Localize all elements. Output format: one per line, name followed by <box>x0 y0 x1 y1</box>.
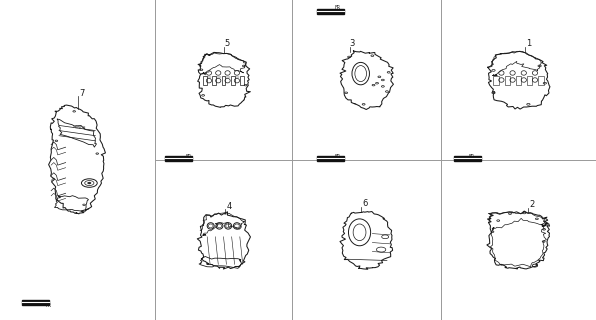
Bar <box>527 76 532 85</box>
Text: FR: FR <box>334 5 340 10</box>
Text: 7: 7 <box>79 89 85 98</box>
Text: FR: FR <box>334 154 340 159</box>
Bar <box>318 156 344 161</box>
Circle shape <box>381 86 384 87</box>
Text: HONDA: HONDA <box>72 125 86 130</box>
Bar <box>538 76 544 85</box>
Bar <box>203 76 207 85</box>
Text: FR: FR <box>45 303 51 308</box>
Bar <box>493 76 499 85</box>
Bar <box>455 156 482 161</box>
Circle shape <box>83 204 85 205</box>
Circle shape <box>372 84 375 86</box>
Circle shape <box>378 76 381 77</box>
Circle shape <box>381 79 384 81</box>
Bar <box>212 76 216 85</box>
Bar <box>505 76 510 85</box>
Circle shape <box>88 182 91 184</box>
Text: 3: 3 <box>349 39 355 48</box>
Bar <box>240 76 244 85</box>
Bar <box>222 76 225 85</box>
Bar <box>516 76 521 85</box>
Circle shape <box>96 153 98 154</box>
Circle shape <box>73 111 76 112</box>
Text: 4: 4 <box>226 202 232 211</box>
Bar <box>318 9 344 14</box>
Text: 6: 6 <box>362 199 367 208</box>
Bar <box>231 76 235 85</box>
Text: 5: 5 <box>225 39 230 48</box>
Circle shape <box>375 83 378 84</box>
Text: 2: 2 <box>530 200 535 209</box>
Circle shape <box>55 140 58 141</box>
Text: FR: FR <box>468 154 474 159</box>
Text: 1: 1 <box>526 39 532 48</box>
Bar <box>23 300 49 305</box>
Text: FR: FR <box>185 154 191 159</box>
Bar <box>165 156 192 161</box>
